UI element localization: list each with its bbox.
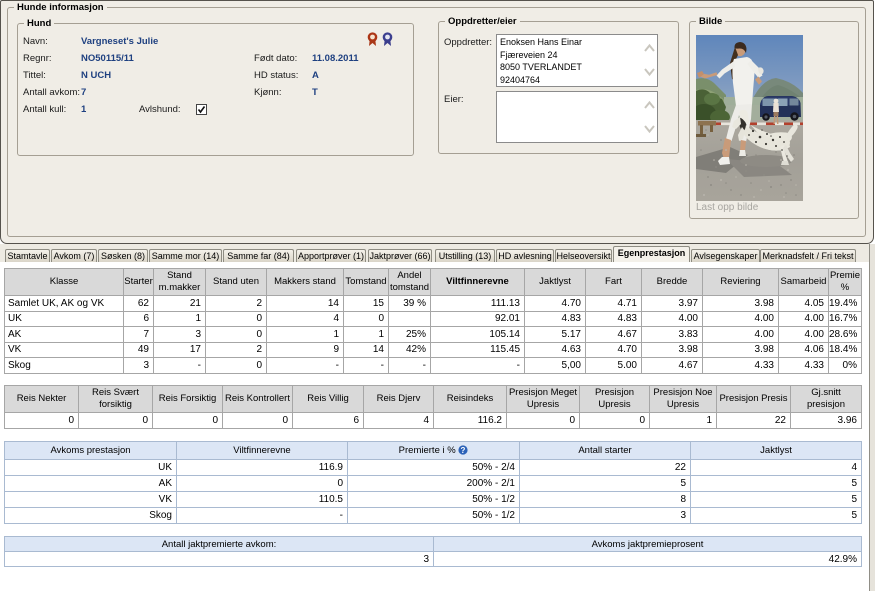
svg-text:?: ? <box>461 446 466 455</box>
